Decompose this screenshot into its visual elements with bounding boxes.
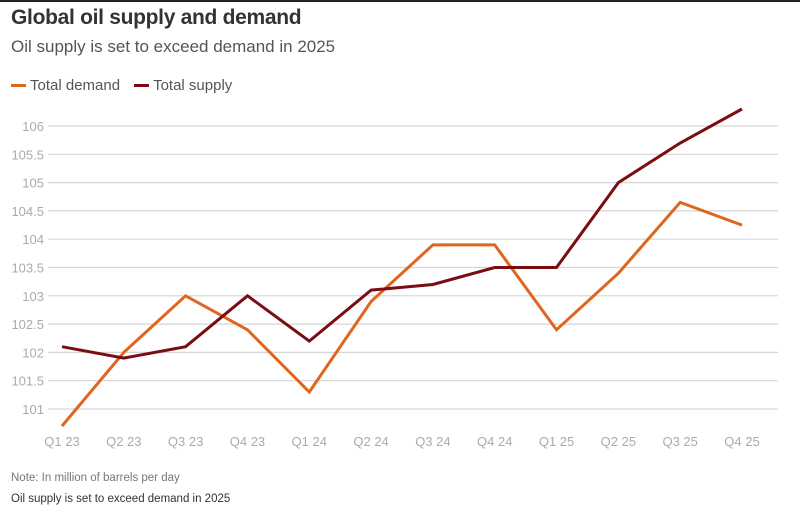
x-tick-label: Q4 24 (477, 434, 512, 449)
y-tick-label: 105.5 (11, 147, 44, 162)
gridlines (48, 125, 778, 410)
legend-item-demand: Total demand (11, 77, 120, 94)
legend-swatch-supply (134, 84, 150, 87)
series-line-total-demand (60, 200, 743, 427)
chart-subtitle: Oil supply is set to exceed demand in 20… (11, 37, 336, 56)
chart-title: Global oil supply and demand (11, 6, 302, 29)
y-tick-label: 103.5 (11, 261, 44, 276)
legend-label-demand: Total demand (30, 77, 121, 94)
x-tick-label: Q3 25 (662, 434, 697, 449)
y-tick-label: 104.5 (11, 204, 44, 219)
y-tick-label: 103 (22, 289, 44, 304)
x-tick-label: Q4 23 (230, 434, 265, 449)
x-tick-label: Q2 24 (353, 434, 388, 449)
y-tick-label: 102 (22, 345, 44, 360)
x-tick-label: Q2 25 (601, 434, 636, 449)
x-axis-ticks: Q1 23 Q2 23 Q3 23 Q4 23 Q1 24 Q2 24 Q3 24 Q4 24… (44, 434, 759, 449)
y-tick-label: 101.5 (11, 374, 44, 389)
x-tick-label: Q1 25 (539, 434, 574, 449)
y-tick-label: 105 (22, 176, 44, 191)
legend-swatch-demand (11, 84, 26, 87)
x-tick-label: Q1 24 (292, 434, 327, 449)
y-tick-label: 104 (22, 232, 44, 247)
y-tick-label: 102.5 (11, 317, 44, 332)
series-line-total-supply (61, 107, 743, 360)
x-tick-label: Q1 23 (44, 434, 79, 449)
x-tick-label: Q2 23 (106, 434, 141, 449)
y-tick-label: 106 (22, 119, 44, 134)
series-lines (60, 107, 743, 427)
y-axis-ticks: 101 101.5 102 102.5 103 103.5 104 104.5 105 105.5… (11, 119, 44, 417)
caption: Oil supply is set to exceed demand in 20… (11, 493, 231, 505)
footnote: Note: In million of barrels per day (11, 472, 180, 484)
x-tick-label: Q4 25 (724, 434, 759, 449)
x-tick-label: Q3 23 (168, 434, 203, 449)
legend: Total demand Total supply (11, 77, 246, 94)
legend-label-supply: Total supply (153, 77, 233, 94)
x-tick-label: Q3 24 (415, 434, 450, 449)
legend-item-supply: Total supply (134, 77, 232, 94)
top-rule (0, 0, 800, 2)
y-tick-label: 101 (22, 402, 44, 417)
